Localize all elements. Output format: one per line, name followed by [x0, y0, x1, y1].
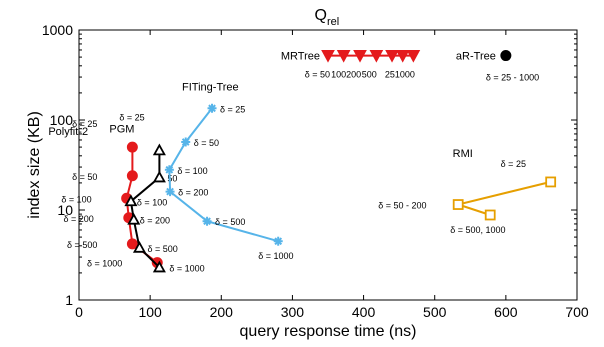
series-point-fiting-tree	[202, 216, 212, 226]
series-name-fiting-tree: FITing-Tree	[182, 81, 239, 93]
x-tick-label: 0	[75, 304, 83, 320]
series-point-label-fiting-tree: δ = 100	[177, 166, 207, 176]
series-point-rmi	[484, 209, 496, 221]
series-artree	[500, 50, 512, 62]
series-point-label-mrtree: 25	[385, 70, 395, 80]
series-point-polyfit	[126, 141, 138, 153]
series-point-pgm	[124, 194, 138, 207]
series-point-label-fiting-tree: δ = 1000	[258, 251, 293, 261]
series-point-label-polyfit: δ = 50	[72, 172, 97, 182]
series-point-label-polyfit: δ = 500	[67, 240, 97, 250]
x-tick-label: 100	[138, 304, 162, 320]
series-name-artree: aR-Tree	[456, 51, 496, 63]
series-point-polyfit	[126, 238, 138, 250]
series-point-fiting-tree	[181, 137, 191, 147]
series-point-label-pgm: δ = 25	[119, 112, 144, 122]
x-tick-label: 300	[281, 304, 305, 320]
series-point-pgm	[152, 143, 166, 156]
asterisk-stroke	[208, 104, 216, 113]
x-tick-label: 600	[494, 304, 518, 320]
plot-frame	[78, 29, 578, 301]
series-point-label-mrtree: 100	[331, 70, 346, 80]
chart-title-subscript: rel	[327, 16, 339, 28]
series-point-rmi	[452, 199, 464, 210]
series-point-fiting-tree	[207, 103, 217, 113]
x-tick-label: 200	[210, 304, 234, 320]
series-point-label-rmi: δ = 500, 1000	[450, 225, 505, 235]
series-point-fiting-tree	[273, 236, 283, 246]
series-point-pgm	[127, 212, 141, 225]
series-point-pgm	[132, 240, 147, 253]
series-point-fiting-tree	[164, 165, 174, 175]
series-point-mrtree	[395, 50, 410, 63]
x-tick-label: 700	[565, 304, 589, 320]
series-point-label-mrtree: 1000	[395, 70, 415, 80]
series-point-polyfit	[126, 170, 138, 182]
x-tick-label: 400	[352, 304, 376, 320]
series-point-pgm	[152, 170, 166, 183]
y-axis-label: index size (KB)	[26, 111, 43, 219]
series-point-label-artree: δ = 25 - 1000	[486, 73, 539, 83]
series-point-label-mrtree: δ = 50	[305, 70, 330, 80]
series-name-mrtree: MRTree	[281, 51, 320, 63]
asterisk-stroke	[166, 187, 174, 196]
series-point-label-rmi: δ = 25	[501, 159, 526, 169]
series-point-label-rmi: δ = 50 - 200	[378, 201, 426, 211]
series-mrtree	[321, 50, 421, 63]
asterisk-stroke	[165, 165, 174, 174]
series-name-rmi: RMI	[453, 148, 473, 160]
y-tick-label: 100	[50, 112, 74, 128]
series-name-polyfit: Polyfit-2	[48, 126, 88, 138]
series-point-label-pgm: δ = 200	[140, 216, 170, 226]
asterisk-stroke	[203, 217, 211, 226]
series-point-label-pgm: δ = 500	[147, 244, 177, 254]
series-point-mrtree	[406, 50, 421, 63]
asterisk-stroke	[181, 138, 190, 146]
series-point-mrtree	[321, 50, 335, 63]
chart-title-main: Q	[315, 7, 327, 24]
series-point-label-fiting-tree: δ = 25	[220, 104, 245, 114]
series-point-label-pgm: δ = 1000	[169, 263, 204, 273]
y-tick-label: 10	[57, 202, 73, 218]
series-layer: δ = 25 δ = 50 δ = 100 δ = 200 δ = 500 δ = 100…	[48, 50, 557, 273]
series-point-label-mrtree: 500	[362, 70, 377, 80]
series-point-artree	[500, 50, 512, 62]
series-point-label-fiting-tree: δ = 500	[215, 217, 245, 227]
x-axis-label: query response time (ns)	[240, 323, 417, 340]
chart-title: Q rel	[315, 7, 340, 28]
series-point-pgm	[152, 260, 166, 273]
series-rmi	[452, 176, 557, 221]
series-point-label-fiting-tree: δ = 200	[178, 188, 208, 198]
series-point-rmi	[545, 176, 557, 188]
series-line-rmi	[454, 180, 551, 216]
series-point-mrtree	[385, 50, 399, 63]
series-point-label-polyfit: δ = 100	[61, 194, 91, 204]
series-point-label-polyfit: δ = 25	[72, 119, 97, 129]
series-point-mrtree	[336, 50, 351, 63]
series-point-label-pgm: δ = 100	[137, 197, 167, 207]
series-line-fiting-tree	[168, 107, 279, 243]
series-name-pgm: PGM	[109, 123, 134, 135]
series-point-label-mrtree: 200	[346, 70, 361, 80]
y-tick-label: 1	[65, 292, 73, 308]
series-point-label-polyfit: δ = 1000	[87, 259, 122, 269]
series-point-label-pgm: 50	[167, 173, 177, 183]
series-point-mrtree	[369, 50, 384, 63]
asterisk-stroke	[274, 237, 283, 246]
series-point-mrtree	[353, 50, 367, 63]
series-point-fiting-tree	[165, 187, 175, 197]
y-tick-label: 1000	[42, 22, 73, 38]
series-pgm	[124, 143, 166, 273]
series-point-label-fiting-tree: δ = 50	[194, 138, 219, 148]
x-tick-label: 500	[423, 304, 447, 320]
series-fiting-tree	[164, 103, 283, 246]
